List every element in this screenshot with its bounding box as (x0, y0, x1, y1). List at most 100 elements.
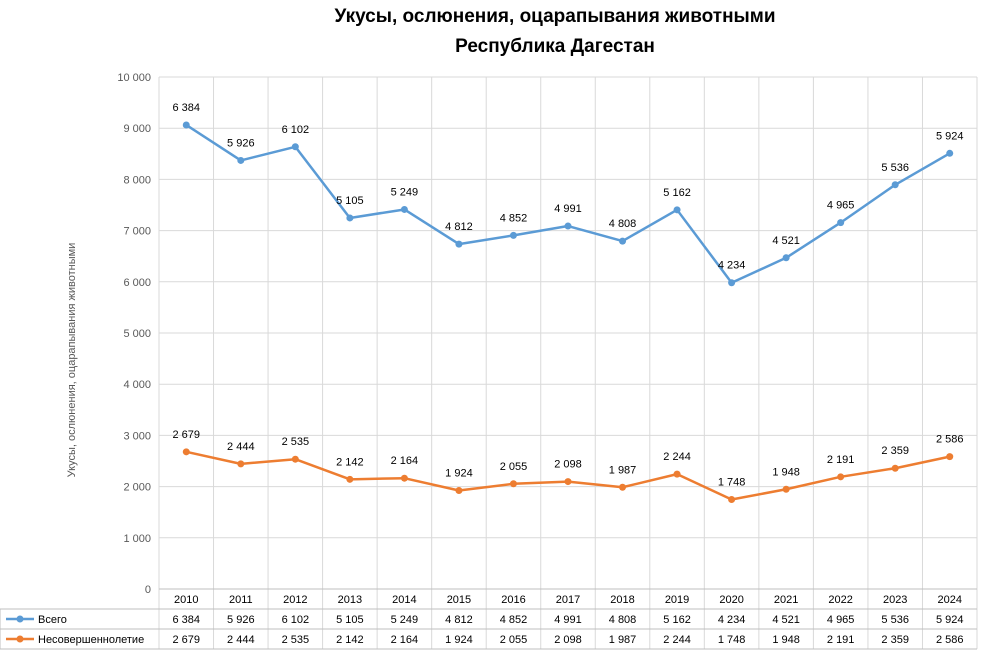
data-label: 4 812 (445, 221, 473, 233)
x-tick-label: 2015 (447, 594, 471, 606)
data-point (455, 486, 463, 494)
data-point (237, 156, 245, 164)
data-label: 1 748 (718, 477, 746, 489)
x-tick-label: 2013 (338, 594, 362, 606)
x-tick-label: 2020 (719, 594, 743, 606)
legend-marker (16, 635, 24, 643)
table-cell: 2 679 (173, 634, 201, 646)
data-label: 2 586 (936, 434, 964, 446)
data-point (291, 143, 299, 151)
table-cell: 5 162 (663, 614, 691, 626)
data-point (837, 473, 845, 481)
data-point (891, 464, 899, 472)
data-label: 2 679 (173, 429, 201, 441)
data-label: 6 102 (282, 124, 310, 136)
data-point (291, 455, 299, 463)
data-label: 5 162 (663, 187, 691, 199)
chart-subtitle: Республика Дагестан (455, 36, 655, 57)
table-cell: 2 359 (881, 634, 909, 646)
table-cell: 5 249 (391, 614, 419, 626)
data-point (400, 474, 408, 482)
data-label: 4 234 (718, 260, 746, 272)
data-point (346, 214, 354, 222)
x-tick-label: 2016 (501, 594, 525, 606)
data-label: 2 244 (663, 451, 691, 463)
data-point (891, 181, 899, 189)
data-point (564, 222, 572, 230)
table-cell: 2 586 (936, 634, 964, 646)
table-cell: 2 444 (227, 634, 255, 646)
table-cell: 4 965 (827, 614, 855, 626)
data-point (782, 485, 790, 493)
table-cell: 1 987 (609, 634, 637, 646)
data-label: 2 191 (827, 454, 855, 466)
data-point (182, 121, 190, 129)
y-tick-label: 3 000 (123, 430, 151, 442)
data-label: 4 852 (500, 212, 528, 224)
data-point (509, 231, 517, 239)
data-point (182, 448, 190, 456)
data-label: 4 808 (609, 218, 637, 230)
data-point (619, 237, 627, 245)
data-label: 2 098 (554, 459, 582, 471)
table-cell: 4 808 (609, 614, 637, 626)
table-cell: 4 991 (554, 614, 582, 626)
data-label: 4 521 (772, 235, 800, 247)
y-tick-label: 8 000 (123, 174, 151, 186)
x-tick-label: 2014 (392, 594, 416, 606)
table-cell: 5 924 (936, 614, 964, 626)
y-tick-label: 9 000 (123, 123, 151, 135)
x-tick-label: 2018 (610, 594, 634, 606)
chart-title: Укусы, ослюнения, оцарапывания животными (334, 6, 776, 27)
data-label: 5 105 (336, 195, 364, 207)
data-label: 5 926 (227, 137, 255, 149)
x-tick-label: 2023 (883, 594, 907, 606)
y-tick-label: 1 000 (123, 533, 151, 545)
table-cell: 2 244 (663, 634, 691, 646)
table-cell: 2 098 (554, 634, 582, 646)
data-point (728, 496, 736, 504)
data-point (946, 453, 954, 461)
table-cell: 4 521 (772, 614, 800, 626)
y-tick-label: 6 000 (123, 277, 151, 289)
table-cell: 4 234 (718, 614, 746, 626)
table-cell: 2 164 (391, 634, 419, 646)
data-label: 2 359 (881, 445, 909, 457)
data-point (509, 480, 517, 488)
x-tick-label: 2012 (283, 594, 307, 606)
table-cell: 5 105 (336, 614, 364, 626)
x-tick-label: 2010 (174, 594, 198, 606)
legend-label: Несовершеннолетие (38, 634, 144, 646)
y-tick-label: 7 000 (123, 226, 151, 238)
data-point (946, 149, 954, 157)
data-label: 5 924 (936, 130, 964, 142)
data-point (728, 279, 736, 287)
table-cell: 4 852 (500, 614, 528, 626)
data-point (455, 240, 463, 248)
data-point (837, 219, 845, 227)
data-label: 5 536 (881, 162, 909, 174)
table-cell: 1 748 (718, 634, 746, 646)
table-cell: 2 535 (282, 634, 310, 646)
data-label: 6 384 (173, 102, 201, 114)
x-tick-label: 2019 (665, 594, 689, 606)
x-tick-label: 2021 (774, 594, 798, 606)
data-label: 1 924 (445, 467, 473, 479)
legend-label: Всего (38, 614, 67, 626)
table-cell: 1 924 (445, 634, 473, 646)
data-point (673, 470, 681, 478)
legend-marker (16, 615, 24, 623)
data-label: 1 987 (609, 464, 637, 476)
data-label: 4 965 (827, 200, 855, 212)
data-label: 5 249 (391, 186, 419, 198)
table-cell: 5 926 (227, 614, 255, 626)
data-point (346, 475, 354, 483)
y-tick-label: 2 000 (123, 482, 151, 494)
data-point (673, 206, 681, 214)
y-tick-label: 5 000 (123, 328, 151, 340)
data-label: 2 142 (336, 456, 364, 468)
y-tick-label: 0 (145, 584, 151, 596)
x-tick-label: 2011 (229, 594, 253, 606)
data-point (237, 460, 245, 468)
